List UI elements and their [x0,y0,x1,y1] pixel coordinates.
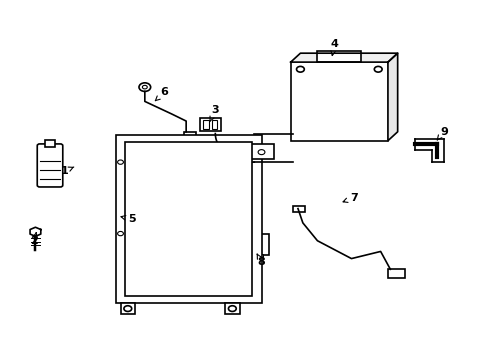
Bar [246,254,250,257]
Bar [259,254,263,257]
Circle shape [142,85,147,89]
Text: 6: 6 [155,87,168,101]
Bar [246,144,273,158]
Circle shape [296,66,304,72]
Polygon shape [387,53,397,141]
Text: 5: 5 [121,214,135,224]
Bar [45,140,55,147]
Circle shape [228,306,236,311]
FancyBboxPatch shape [37,144,62,187]
Bar [224,303,239,314]
Circle shape [139,83,150,91]
Text: 1: 1 [61,166,74,176]
Bar [317,51,361,62]
Text: 3: 3 [209,105,219,121]
Circle shape [373,66,381,72]
Text: 2: 2 [31,233,38,246]
Bar [120,303,135,314]
Text: 4: 4 [330,39,338,55]
Circle shape [123,306,131,311]
Circle shape [258,150,264,155]
Text: 8: 8 [257,254,265,267]
Bar [183,132,196,139]
Bar [199,118,221,131]
Bar [244,234,268,255]
Circle shape [117,160,123,164]
Bar [212,120,217,130]
Bar [125,143,251,296]
Bar [292,206,305,212]
Bar [203,120,208,130]
Bar [116,135,261,303]
Text: 9: 9 [436,127,447,140]
Text: 7: 7 [343,193,357,203]
Bar [253,254,257,257]
Bar [290,62,387,141]
Polygon shape [290,53,397,62]
Circle shape [117,231,123,236]
Bar [387,269,404,278]
